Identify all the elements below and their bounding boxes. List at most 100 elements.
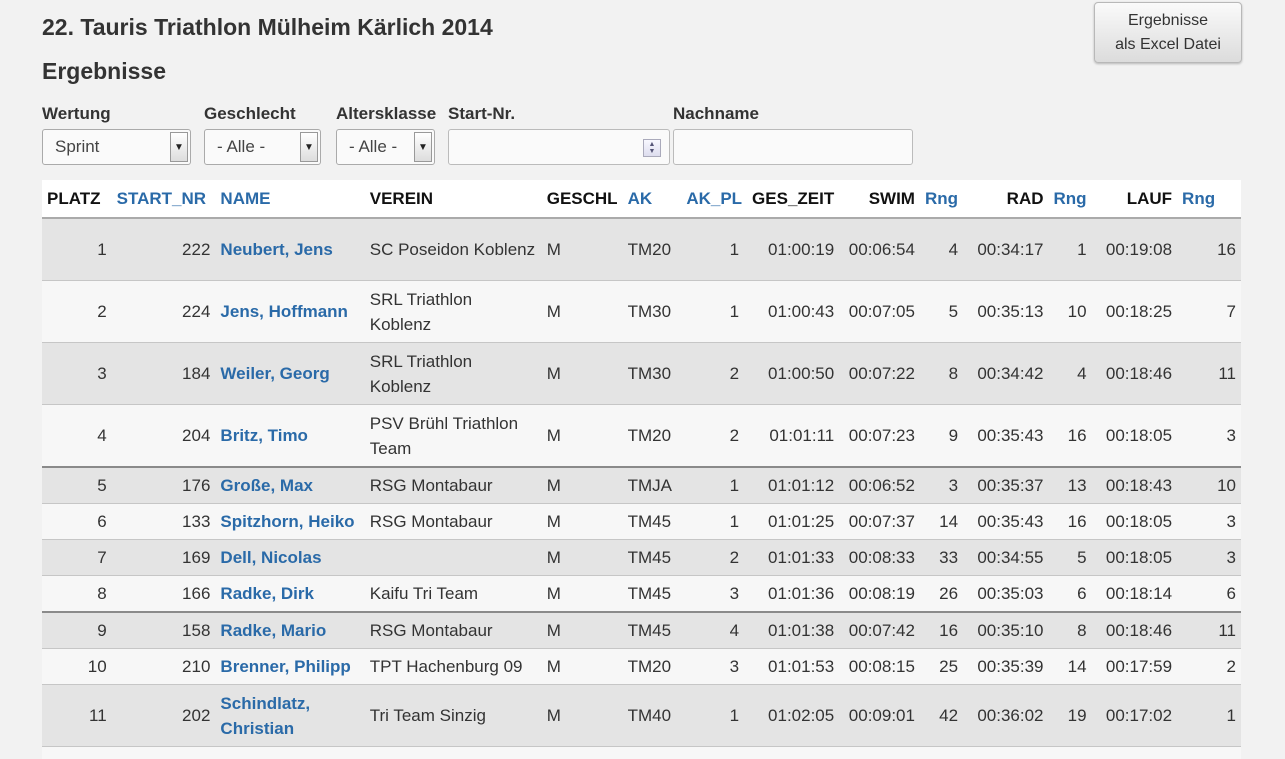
cell-name[interactable]: Spitzhorn, Heiko — [215, 504, 364, 540]
cell-ges-zeit: 01:01:36 — [747, 576, 839, 613]
cell-swim-rng: 14 — [920, 504, 963, 540]
cell-ges-zeit: 01:01:33 — [747, 540, 839, 576]
cell-lauf-rng: 7 — [1177, 281, 1241, 343]
cell-ges-zeit: 01:01:11 — [747, 405, 839, 468]
col-ak[interactable]: AK — [623, 180, 682, 218]
cell-verein: SRL Triathlon Koblenz — [365, 343, 542, 405]
cell-swim: 00:06:54 — [839, 218, 920, 281]
cell-name[interactable]: Radke, Mario — [215, 612, 364, 649]
cell-rad-rng: 4 — [1049, 343, 1092, 405]
cell-ak: TM20 — [623, 218, 682, 281]
cell-name[interactable]: Neubert, Jens — [215, 218, 364, 281]
spinner-icon[interactable]: ▲▼ — [643, 139, 661, 157]
col-start-nr[interactable]: START_NR — [112, 180, 216, 218]
cell-platz: 1 — [42, 218, 112, 281]
cell-verein: Tri Team Sinzig — [365, 685, 542, 747]
cell-name[interactable]: Schindlatz, Christian — [215, 685, 364, 747]
cell-swim: 00:06:52 — [839, 467, 920, 504]
cell-geschl: M — [542, 467, 623, 504]
cell-geschl: M — [542, 343, 623, 405]
cell-geschl: M — [542, 649, 623, 685]
startnr-input[interactable]: ▲▼ — [448, 129, 670, 165]
cell-lauf-rng: 11 — [1177, 343, 1241, 405]
cell-start-nr: 222 — [112, 218, 216, 281]
cell-lauf: 00:19:08 — [1092, 218, 1177, 281]
cell-ges-zeit: 01:02:05 — [747, 685, 839, 747]
cell-ak-pl: 1 — [681, 467, 747, 504]
cell-ak-pl: 1 — [681, 504, 747, 540]
cell-start-nr: 202 — [112, 685, 216, 747]
cell-rad-rng: 10 — [1049, 281, 1092, 343]
cell-swim: 00:08:33 — [839, 540, 920, 576]
cell-swim-rng: 4 — [920, 218, 963, 281]
cell-verein: TPT Hachenburg 09 — [365, 649, 542, 685]
cell-lauf: 00:18:43 — [1092, 467, 1177, 504]
cell-rad: 00:34:55 — [963, 540, 1048, 576]
cell-name[interactable]: Britz, Timo — [215, 405, 364, 468]
cell-name[interactable]: Dell, Nicolas — [215, 540, 364, 576]
nachname-input[interactable] — [673, 129, 913, 165]
cell-lauf: 00:18:05 — [1092, 504, 1177, 540]
cell-rad: 00:35:37 — [963, 467, 1048, 504]
col-ak-pl[interactable]: AK_PL — [681, 180, 747, 218]
cell-start-nr: 158 — [112, 612, 216, 649]
cell-ak: TM45 — [623, 540, 682, 576]
cell-name[interactable]: Brenner, Philipp — [215, 649, 364, 685]
cell-platz: 7 — [42, 540, 112, 576]
col-lauf-rng[interactable]: Rng — [1177, 180, 1241, 218]
cell-start-nr: 133 — [112, 504, 216, 540]
cell-swim-rng: 5 — [920, 281, 963, 343]
cell-platz: 9 — [42, 612, 112, 649]
cell-name[interactable]: Jens, Hoffmann — [215, 281, 364, 343]
cell-rad: 00:34:17 — [963, 218, 1048, 281]
cell-swim: 00:08:15 — [839, 649, 920, 685]
cell-ak: TM45 — [623, 504, 682, 540]
cell-swim: 00:09:01 — [839, 685, 920, 747]
cell-rad: 00:35:13 — [963, 281, 1048, 343]
cell-ak-pl: 2 — [681, 540, 747, 576]
cell-swim: 00:07:42 — [839, 612, 920, 649]
cell-geschl: M — [542, 281, 623, 343]
chevron-down-icon[interactable]: ▼ — [414, 132, 432, 162]
geschlecht-select[interactable]: - Alle - ▼ — [204, 129, 321, 165]
excel-export-button[interactable]: Ergebnisse als Excel Datei — [1094, 2, 1242, 63]
cell-start-nr: 169 — [112, 540, 216, 576]
col-swim-rng[interactable]: Rng — [920, 180, 963, 218]
cell-ak: TMJA — [623, 467, 682, 504]
cell-start-nr: 204 — [112, 405, 216, 468]
altersklasse-select[interactable]: - Alle - ▼ — [336, 129, 435, 165]
cell-rad: 00:35:43 — [963, 504, 1048, 540]
col-name[interactable]: NAME — [215, 180, 364, 218]
cell-ges-zeit: 01:01:53 — [747, 649, 839, 685]
cell-rad: 00:35:10 — [963, 612, 1048, 649]
excel-button-line2: als Excel Datei — [1115, 33, 1221, 57]
cell-rad-rng: 19 — [1049, 685, 1092, 747]
cell-name[interactable]: Radke, Dirk — [215, 576, 364, 613]
cell-ak: TM30 — [623, 343, 682, 405]
cell-swim: 00:07:22 — [839, 343, 920, 405]
partial-cell — [42, 747, 1241, 759]
col-rad-rng[interactable]: Rng — [1049, 180, 1092, 218]
cell-start-nr: 176 — [112, 467, 216, 504]
wertung-select[interactable]: Sprint ▼ — [42, 129, 191, 165]
cell-geschl: M — [542, 685, 623, 747]
chevron-down-icon[interactable]: ▼ — [300, 132, 318, 162]
cell-rad-rng: 16 — [1049, 504, 1092, 540]
cell-lauf-rng: 6 — [1177, 576, 1241, 613]
cell-swim-rng: 25 — [920, 649, 963, 685]
cell-name[interactable]: Weiler, Georg — [215, 343, 364, 405]
cell-ges-zeit: 01:00:50 — [747, 343, 839, 405]
cell-rad: 00:34:42 — [963, 343, 1048, 405]
cell-verein: RSG Montabaur — [365, 612, 542, 649]
cell-lauf-rng: 2 — [1177, 649, 1241, 685]
cell-swim-rng: 9 — [920, 405, 963, 468]
chevron-down-icon[interactable]: ▼ — [170, 132, 188, 162]
cell-lauf: 00:18:25 — [1092, 281, 1177, 343]
cell-name[interactable]: Große, Max — [215, 467, 364, 504]
cell-rad-rng: 14 — [1049, 649, 1092, 685]
